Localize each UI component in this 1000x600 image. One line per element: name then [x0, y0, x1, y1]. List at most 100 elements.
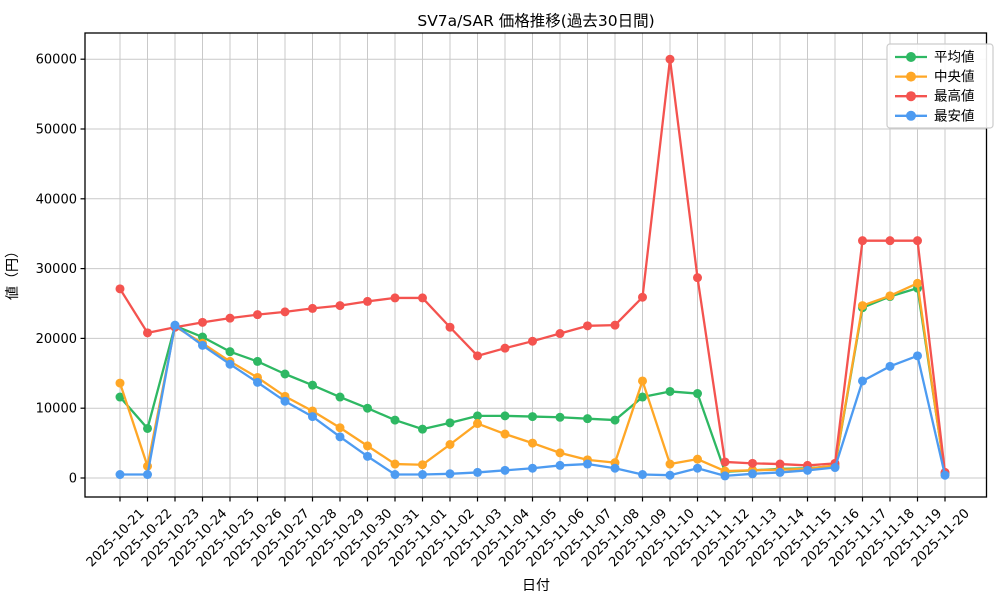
- data-point-average: [115, 392, 125, 402]
- data-point-min: [170, 320, 180, 330]
- data-point-min: [418, 470, 427, 480]
- data-point-average: [280, 369, 290, 379]
- data-point-median: [858, 301, 867, 311]
- data-point-average: [638, 392, 647, 402]
- data-point-min: [693, 463, 702, 473]
- y-tick-label: 40000: [36, 192, 77, 207]
- data-point-median: [445, 439, 455, 449]
- data-point-average: [693, 389, 702, 399]
- data-point-median: [885, 291, 895, 301]
- data-point-min: [583, 459, 592, 469]
- data-point-min: [555, 460, 565, 470]
- data-point-min: [858, 376, 867, 386]
- data-point-average: [143, 423, 152, 433]
- data-point-max: [610, 320, 620, 330]
- data-point-min: [390, 470, 400, 480]
- legend-marker-average: [906, 52, 916, 62]
- data-point-max: [583, 321, 592, 331]
- data-point-min: [720, 471, 730, 481]
- data-point-max: [363, 296, 372, 306]
- legend-item-median: 中央値: [895, 69, 975, 85]
- data-point-min: [940, 470, 950, 480]
- data-point-average: [555, 412, 565, 422]
- data-point-max: [775, 459, 785, 469]
- legend-label-min: 最安値: [934, 108, 975, 124]
- data-point-average: [253, 356, 262, 366]
- data-point-median: [913, 278, 922, 288]
- data-point-max: [143, 328, 152, 338]
- axis-layer: 01000020000300004000050000600002025-10-2…: [36, 32, 988, 570]
- y-axis-label: 値（円）: [5, 244, 21, 300]
- data-point-min: [665, 470, 675, 480]
- legend-item-average: 平均値: [895, 50, 975, 66]
- data-point-min: [335, 432, 345, 442]
- data-point-max: [225, 313, 235, 323]
- y-tick-label: 50000: [36, 123, 77, 138]
- data-point-min: [528, 463, 537, 473]
- data-point-min: [473, 467, 482, 477]
- data-point-min: [775, 467, 785, 477]
- data-point-median: [115, 378, 125, 388]
- data-point-median: [418, 460, 427, 470]
- legend-marker-max: [906, 91, 916, 102]
- data-point-min: [225, 359, 235, 369]
- data-point-average: [225, 347, 235, 357]
- y-tick-label: 60000: [36, 53, 77, 68]
- plot-frame: [84, 32, 988, 498]
- data-point-average: [500, 411, 510, 421]
- data-point-min: [115, 470, 125, 480]
- legend-label-median: 中央値: [934, 69, 975, 85]
- data-point-median: [363, 441, 372, 451]
- legend-item-max: 最高値: [895, 88, 975, 105]
- data-point-median: [500, 429, 510, 439]
- data-point-min: [610, 463, 620, 473]
- data-point-max: [390, 293, 400, 303]
- data-point-max: [198, 317, 207, 327]
- y-tick-label: 10000: [36, 402, 77, 417]
- data-point-max: [638, 292, 647, 302]
- data-point-median: [693, 454, 702, 464]
- data-point-average: [308, 380, 317, 390]
- data-point-min: [253, 377, 262, 387]
- data-point-max: [858, 236, 867, 246]
- data-point-average: [363, 403, 372, 413]
- data-point-median: [473, 419, 482, 429]
- data-point-average: [390, 415, 400, 425]
- data-point-min: [500, 465, 510, 475]
- data-point-max: [913, 236, 922, 246]
- data-point-max: [335, 301, 345, 311]
- data-point-min: [308, 412, 317, 422]
- data-point-average: [418, 424, 427, 434]
- data-point-average: [610, 415, 620, 425]
- y-tick-label: 0: [69, 472, 77, 487]
- data-point-average: [335, 392, 345, 402]
- y-tick-label: 30000: [36, 262, 77, 277]
- series-layer: [115, 54, 950, 481]
- data-point-max: [748, 458, 757, 468]
- data-point-min: [748, 469, 757, 479]
- data-point-median: [390, 459, 400, 469]
- legend-label-average: 平均値: [934, 50, 975, 66]
- legend-label-max: 最高値: [934, 88, 975, 105]
- legend-item-min: 最安値: [895, 108, 975, 124]
- data-point-max: [418, 293, 427, 303]
- chart-title: SV7a/SAR 価格推移(過去30日間): [417, 12, 654, 30]
- data-point-average: [528, 412, 537, 422]
- data-point-min: [885, 361, 895, 371]
- data-point-max: [665, 54, 675, 64]
- data-point-median: [335, 423, 345, 433]
- y-tick-label: 20000: [36, 332, 77, 347]
- legend-box: [886, 43, 994, 129]
- x-axis-label: 日付: [522, 578, 550, 594]
- data-point-max: [308, 303, 317, 313]
- data-point-max: [445, 322, 455, 332]
- data-point-min: [363, 451, 372, 461]
- data-point-min: [280, 396, 290, 406]
- data-point-median: [638, 376, 647, 386]
- data-point-max: [693, 273, 702, 283]
- grid-layer: [85, 33, 987, 497]
- data-point-average: [473, 411, 482, 421]
- data-point-min: [830, 463, 840, 473]
